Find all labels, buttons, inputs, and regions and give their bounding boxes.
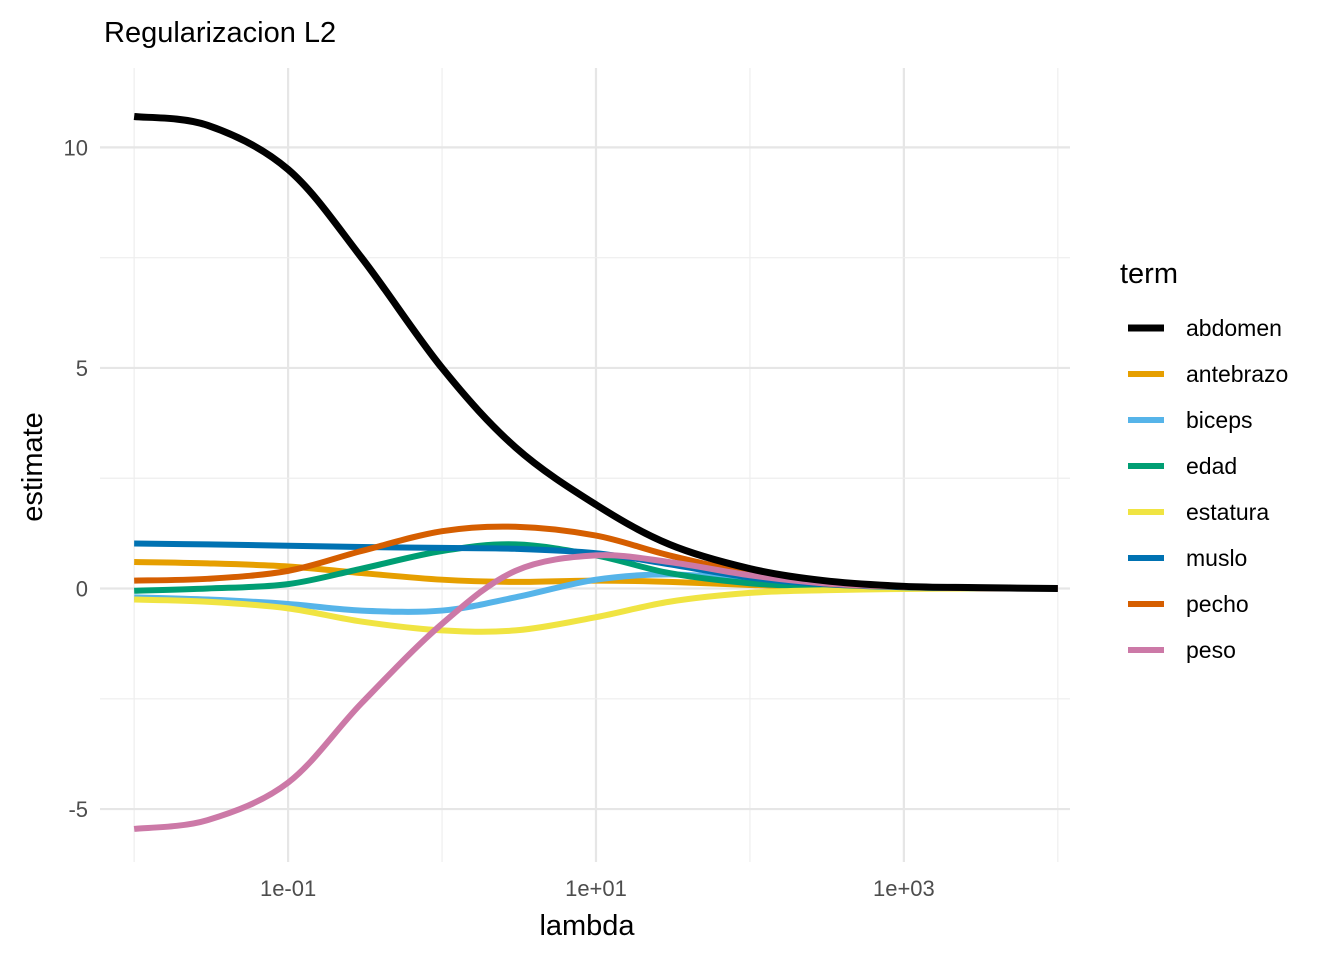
legend-label: estatura [1186, 499, 1269, 525]
legend-label: edad [1186, 453, 1237, 479]
legend-label: pecho [1186, 591, 1249, 617]
legend-item-biceps: biceps [1128, 407, 1252, 433]
legend-label: muslo [1186, 545, 1247, 571]
x-tick-label: 1e+01 [565, 876, 627, 901]
axis-layer: 1e-01 1e+01 1e+03 -5 0 5 10 [64, 135, 935, 901]
chart-title: Regularizacion L2 [104, 17, 336, 49]
x-tick-label: 1e+03 [873, 876, 935, 901]
legend-title: term [1120, 258, 1178, 290]
legend-label: abdomen [1186, 315, 1282, 341]
y-tick-label: 5 [76, 356, 88, 381]
legend-label: peso [1186, 637, 1236, 663]
legend-item-pecho: pecho [1128, 591, 1249, 617]
y-tick-label: -5 [68, 797, 88, 822]
series-layer [133, 113, 1058, 832]
legend-label: biceps [1186, 407, 1252, 433]
legend-item-abdomen: abdomen [1128, 315, 1282, 341]
x-tick-label: 1e-01 [260, 876, 316, 901]
series-line-abdomen [133, 113, 1058, 593]
legend-item-peso: peso [1128, 637, 1236, 663]
y-axis-title: estimate [17, 412, 49, 522]
grid-layer [100, 68, 1070, 862]
y-tick-label: 0 [76, 577, 88, 602]
y-tick-label: 10 [64, 135, 88, 160]
legend-items: abdomen antebrazo biceps edad estatura muslo p… [1128, 315, 1288, 663]
x-axis-title: lambda [539, 910, 635, 942]
legend: term abdomen antebrazo biceps edad estatura m… [1120, 258, 1288, 663]
legend-item-edad: edad [1128, 453, 1237, 479]
legend-item-antebrazo: antebrazo [1128, 361, 1288, 387]
legend-item-estatura: estatura [1128, 499, 1269, 525]
legend-item-muslo: muslo [1128, 545, 1247, 571]
legend-label: antebrazo [1186, 361, 1288, 387]
